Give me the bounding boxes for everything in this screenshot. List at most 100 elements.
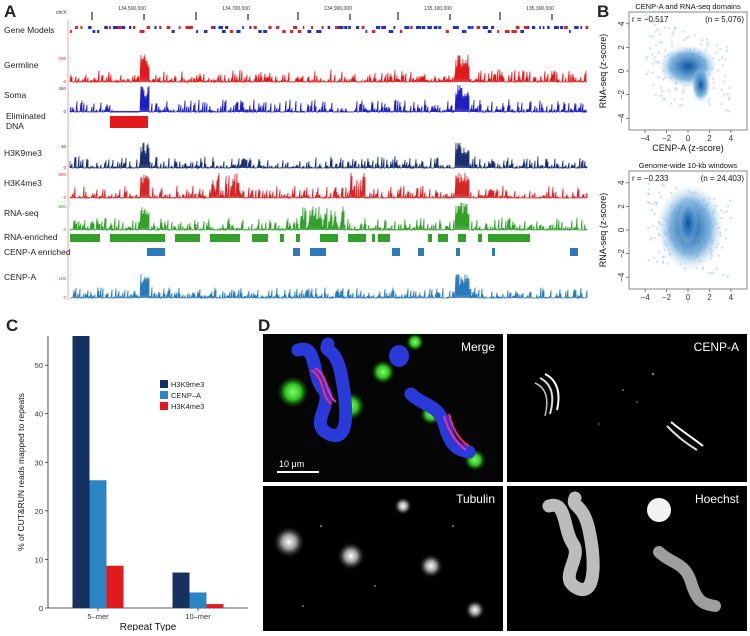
y-tick-label: 4 [617,21,626,26]
scatter-point [707,100,710,103]
track-scale-max: 40 [61,144,67,149]
scatter-point [707,98,711,101]
scatter-point [653,60,657,63]
scatter-point [655,260,659,264]
scatter-point [715,44,719,47]
scatter-point [707,271,710,274]
scatter-point [719,47,722,51]
scatter-point [681,97,684,101]
track-scale-max: 100 [58,276,66,281]
scatter-point [650,236,653,239]
tubulin-image: Tubulin [263,486,503,631]
bar-chart-svg: 0 10 20 30 40 50 5–mer 10–mer Repeat Type % of CU… [16,336,248,633]
gene-model [70,30,72,33]
legend-swatch [160,380,168,388]
gene-model [344,26,348,29]
track-label: RNA-enriched [4,232,58,242]
correlation-r: r = −0.517 [632,15,669,24]
merge-label: Merge [460,340,495,354]
scatter-point [723,74,727,77]
scatter-point [721,56,724,59]
scatter-point [724,228,727,231]
gene-model [415,26,422,29]
bar [206,604,224,608]
y-tick-label: 0 [617,227,626,232]
scatter-point [645,58,648,61]
scatter-point [706,44,709,48]
enriched-block [458,234,466,242]
bar [172,572,190,608]
y-tick-label: 20 [35,507,43,516]
signal-trace [70,273,588,300]
ruler-tick-label: 134,500,000 [118,6,146,12]
y-tick-label: −4 [617,113,626,123]
gene-model [196,30,199,33]
bar [189,592,207,608]
scatter-point [726,92,729,96]
scatter-point [729,199,732,203]
scatter-point [701,39,704,42]
scatter-point [659,195,663,198]
scatter-point [724,237,728,240]
x-tick-label: 4 [729,134,734,143]
scatter-point [726,204,730,208]
scatter-point [648,35,652,38]
gene-model [310,26,314,29]
x-tick-label: 2 [707,134,712,143]
scatter-point [651,62,654,66]
hoechst-picture [542,491,721,612]
gene-model [122,26,126,29]
scatter-point [712,271,715,274]
ruler-tick-label: 134,900,000 [324,6,352,12]
ruler-tick-label: 135,300,000 [526,6,554,12]
scatter-point [721,273,725,277]
gene-model [268,26,272,29]
scatter-point [724,58,727,61]
gene-model [393,26,396,29]
scatter-point [714,51,718,55]
scatter-point [726,275,729,278]
track-scale-max: 450 [58,86,66,91]
legend-swatch [160,391,168,399]
track-label: H3K9me3 [4,148,42,158]
gene-model [361,26,365,29]
scatter-point [659,21,662,24]
scatter-point [727,98,731,101]
gene-model [553,26,559,29]
coordinate-ruler: 134,500,000 134,700,000 134,900,000 135,100… [67,6,554,300]
scatter-point [685,37,688,40]
gene-model [421,26,426,29]
y-tick-label: −4 [617,272,626,282]
tubulin-label: Tubulin [456,492,495,506]
scatter-point [706,41,709,45]
gene-model [213,26,216,29]
scatter-point [720,88,723,91]
gene-model [282,30,286,33]
legend-label: H3K4me3 [171,402,204,411]
enriched-block [252,234,268,242]
gene-model [471,26,474,29]
gene-model [547,26,550,29]
gene-model [104,26,108,29]
gene-model [539,26,541,29]
gene-model [410,26,413,29]
enriched-block [70,234,100,242]
enriched-block [175,234,200,242]
scatter-svg: CENP-A and RNA-seq domains r = −0.517 (n =… [598,2,748,312]
scatter-point [724,109,728,112]
signal-trace [69,85,588,114]
gene-model [356,26,360,29]
scatter-point [661,89,664,93]
x-tick-label: −2 [662,134,672,143]
ruler-tick-label: 135,100,000 [424,6,452,12]
x-tick-label: 4 [729,293,734,300]
scatter-point [664,26,667,29]
x-tick-label: 2 [707,293,712,300]
scatter-point [667,26,671,30]
scatter-point [725,49,728,52]
gene-model [108,26,111,29]
scatter-point [651,71,654,74]
scatter-point [699,42,703,46]
hoechst-label: Hoechst [694,492,739,506]
gene-model [334,26,340,29]
